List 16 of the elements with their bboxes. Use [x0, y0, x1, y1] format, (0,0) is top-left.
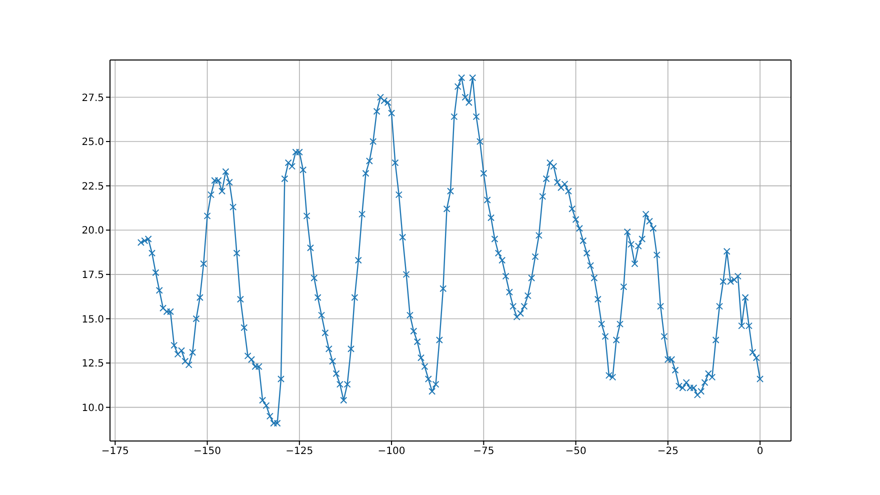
y-tick-label: 25.0	[82, 137, 104, 148]
y-tick-label: 10.0	[82, 402, 104, 414]
y-tick-label: 27.5	[82, 92, 104, 104]
y-tick-label: 22.5	[82, 181, 104, 192]
y-tick-label: 15.0	[82, 314, 104, 326]
y-tick-label: 12.5	[82, 358, 104, 370]
x-tick-label: −25	[657, 446, 678, 458]
x-tick-label: 0	[756, 446, 764, 458]
x-tick-label: −100	[378, 446, 406, 458]
x-tick-label: −75	[473, 446, 494, 458]
y-tick-label: 17.5	[82, 270, 104, 281]
x-tick-label: −150	[194, 446, 222, 458]
x-tick-label: −125	[286, 446, 314, 458]
x-tick-label: −50	[565, 446, 586, 458]
y-tick-label: 20.0	[82, 226, 104, 237]
x-tick-label: −175	[101, 446, 129, 458]
